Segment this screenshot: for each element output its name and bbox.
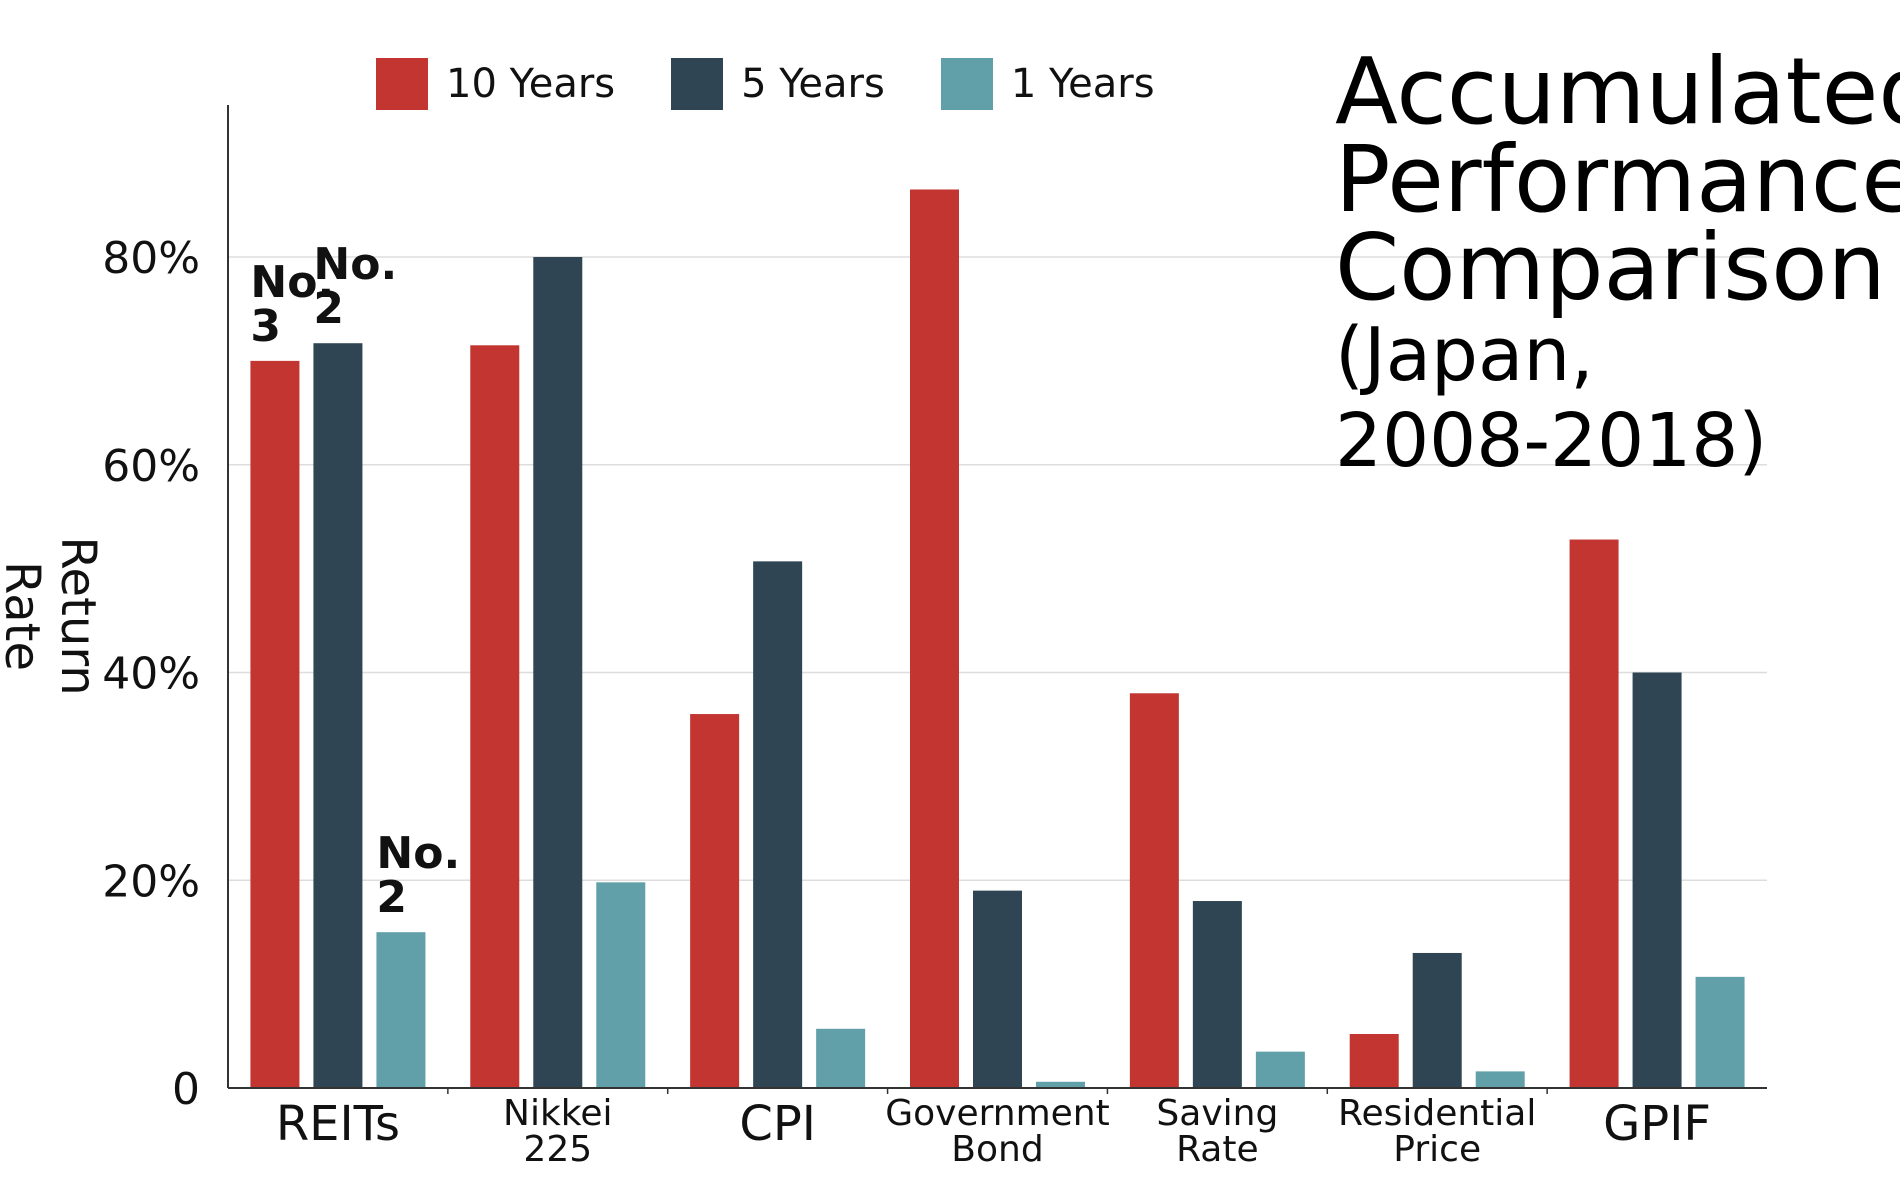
bar-1-years bbox=[376, 932, 426, 1088]
bar-5-years bbox=[753, 561, 803, 1088]
rank-annotation: 2 bbox=[376, 872, 407, 923]
y-tick-labels: 0 20% 40% 60% 80% bbox=[102, 233, 200, 1115]
bar-1-years bbox=[816, 1028, 866, 1088]
x-tick-label: Government bbox=[885, 1093, 1110, 1134]
axes bbox=[227, 105, 1767, 1094]
legend-swatch-5-years bbox=[671, 58, 724, 110]
bar-5-years bbox=[313, 343, 363, 1088]
y-tick-label: 80% bbox=[102, 233, 200, 284]
bar-5-years bbox=[533, 257, 583, 1088]
legend-label-1-years: 1 Years bbox=[1010, 61, 1155, 107]
bar-5-years bbox=[1412, 952, 1462, 1088]
bar-10-years bbox=[250, 360, 300, 1088]
title-line-3: Comparison bbox=[1335, 214, 1886, 321]
y-tick-label: 60% bbox=[102, 441, 200, 492]
y-tick-label: 20% bbox=[102, 856, 200, 907]
legend-item-5-years: 5 Years bbox=[671, 58, 885, 110]
title-line-5: 2008-2018) bbox=[1335, 398, 1768, 484]
x-tick-label: REITs bbox=[276, 1096, 400, 1152]
bar-1-years bbox=[1255, 1051, 1305, 1088]
bar-1-years bbox=[1695, 976, 1745, 1088]
bar-10-years bbox=[690, 714, 740, 1088]
legend-item-10-years: 10 Years bbox=[376, 58, 615, 110]
legend: 10 Years 5 Years 1 Years bbox=[376, 58, 1155, 110]
x-tick-label: Bond bbox=[951, 1129, 1043, 1170]
bar-1-years bbox=[1475, 1071, 1525, 1088]
bar-10-years bbox=[1569, 539, 1619, 1088]
legend-item-1-years: 1 Years bbox=[940, 58, 1155, 110]
legend-swatch-1-years bbox=[940, 58, 993, 110]
x-tick-label: Rate bbox=[1176, 1129, 1259, 1170]
x-tick-label: CPI bbox=[739, 1096, 816, 1152]
legend-label-5-years: 5 Years bbox=[741, 61, 885, 107]
rank-annotation: 3 bbox=[250, 301, 281, 352]
title-line-1: Accumulated bbox=[1335, 38, 1900, 145]
bar-5-years bbox=[1632, 672, 1682, 1088]
rank-annotation: No. bbox=[313, 239, 397, 290]
bar-10-years bbox=[1349, 1033, 1399, 1088]
chart-title: Accumulated Performance Comparison (Japa… bbox=[1335, 38, 1900, 485]
y-tick-label: 0 bbox=[172, 1064, 200, 1115]
legend-swatch-10-years bbox=[376, 58, 428, 110]
x-tick-label: GPIF bbox=[1603, 1096, 1711, 1152]
rank-annotation: No. bbox=[250, 257, 334, 308]
bar-5-years bbox=[973, 890, 1022, 1088]
bar-5-years bbox=[1192, 901, 1242, 1088]
bar-10-years bbox=[1129, 693, 1179, 1088]
x-tick-label: Price bbox=[1393, 1129, 1481, 1170]
x-tick-label: 225 bbox=[523, 1129, 592, 1170]
bars bbox=[250, 189, 1745, 1088]
y-axis-label: Return Rate bbox=[0, 536, 106, 696]
rank-annotation: No. bbox=[376, 828, 460, 879]
title-line-2: Performance bbox=[1335, 126, 1900, 233]
y-tick-label: 40% bbox=[102, 649, 200, 700]
rank-annotation: 2 bbox=[313, 283, 344, 334]
bar-10-years bbox=[910, 189, 959, 1088]
x-tick-label: Saving bbox=[1156, 1093, 1278, 1134]
bar-1-years bbox=[596, 882, 646, 1088]
x-tick-label: Residential bbox=[1338, 1093, 1536, 1134]
legend-label-10-years: 10 Years bbox=[446, 61, 616, 107]
title-line-4: (Japan, bbox=[1335, 312, 1594, 398]
bar-10-years bbox=[470, 345, 520, 1088]
bar-1-years bbox=[1036, 1081, 1085, 1088]
annotations: No.3No.2No.2 bbox=[250, 239, 460, 923]
x-tick-label: Nikkei bbox=[503, 1093, 613, 1134]
